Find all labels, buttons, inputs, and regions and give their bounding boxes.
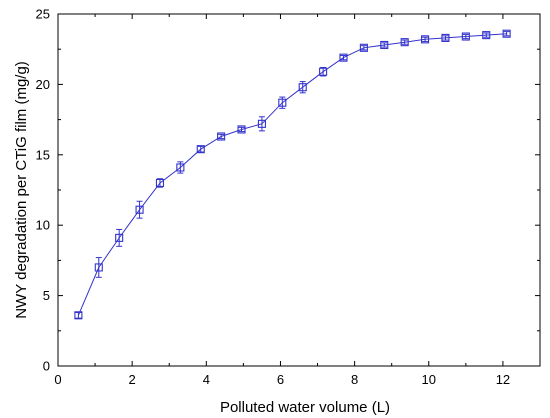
data-point [155, 178, 165, 188]
x-tick-label: 0 [54, 372, 61, 387]
y-tick-label: 20 [36, 77, 50, 92]
data-point [115, 233, 124, 242]
x-tick-label: 10 [422, 372, 436, 387]
series-line [77, 33, 507, 316]
data-point [217, 132, 226, 141]
data-point [135, 205, 144, 214]
data-point [441, 33, 450, 42]
data-point [74, 311, 83, 320]
ticks: 0 2 4 6 8 10 12 0 5 10 15 20 25 [36, 7, 540, 387]
x-tick-label: 4 [203, 372, 210, 387]
y-tick-label: 25 [36, 7, 50, 22]
y-tick-label: 15 [36, 147, 50, 162]
data-point [380, 40, 389, 50]
x-tick-label: 2 [129, 372, 136, 387]
data-point [339, 53, 348, 62]
data-point [298, 83, 307, 92]
series-layer [74, 29, 511, 320]
axes [57, 13, 541, 367]
y-tick-label: 5 [43, 288, 50, 303]
y-axis-label: NWY degradation per CTiG film (mg/g) [13, 61, 30, 319]
data-point [319, 67, 328, 76]
data-point [359, 43, 368, 52]
data-point [278, 98, 287, 107]
x-tick-label: 6 [277, 372, 284, 387]
data-point [421, 35, 430, 44]
x-tick-label: 12 [496, 372, 510, 387]
plot-frame [57, 13, 541, 367]
y-tick-label: 10 [36, 218, 50, 233]
x-tick-label: 8 [351, 372, 358, 387]
data-point [400, 38, 409, 47]
data-point [94, 263, 103, 272]
data-point [196, 145, 205, 154]
y-tick-label: 0 [43, 359, 50, 374]
data-point [482, 31, 491, 40]
x-axis-label: Polluted water volume (L) [220, 399, 390, 416]
data-point [502, 29, 511, 38]
data-point [237, 125, 246, 134]
data-point [461, 32, 470, 41]
data-point [176, 163, 185, 172]
data-point [257, 119, 266, 128]
